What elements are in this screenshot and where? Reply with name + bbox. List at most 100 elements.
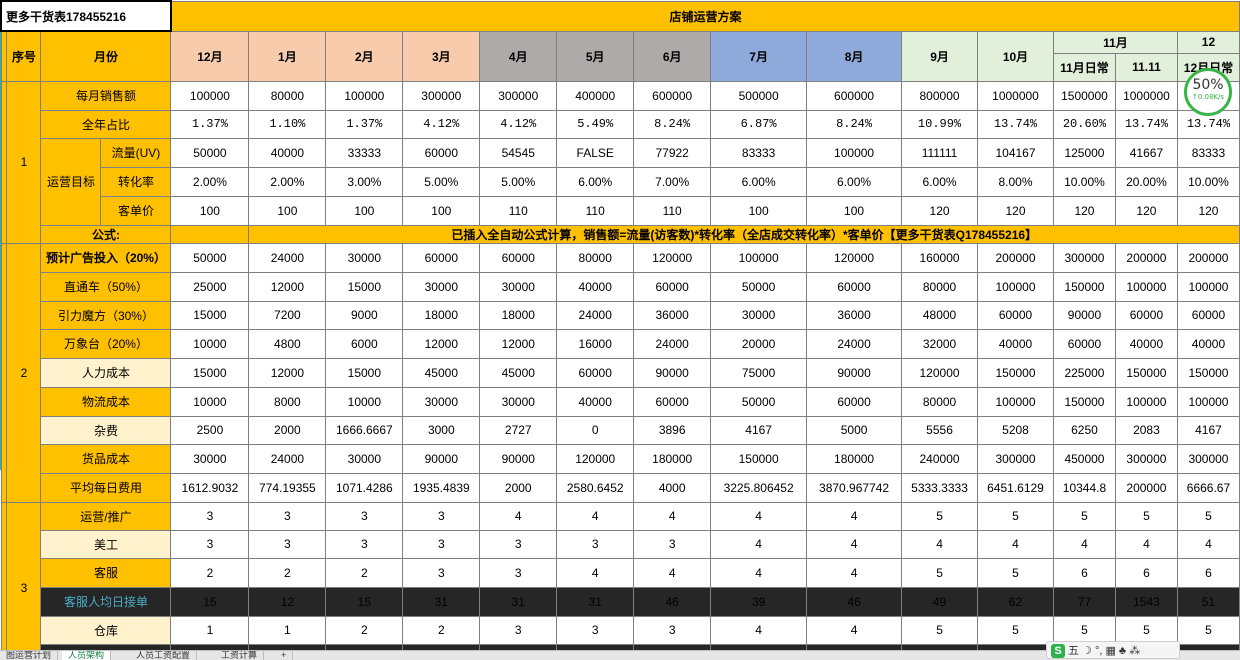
traffic-value[interactable]: 111111 <box>901 137 979 168</box>
cs-value[interactable]: 4 <box>556 557 635 588</box>
cs_orders-value[interactable]: 46 <box>806 586 903 617</box>
op-value[interactable]: 3 <box>248 501 327 531</box>
ratio-value[interactable]: 13.74% <box>1114 109 1178 139</box>
ztc-value[interactable]: 100000 <box>1176 271 1240 302</box>
aov-value[interactable]: 100 <box>402 195 481 226</box>
sales-value[interactable]: 1500000 <box>1052 80 1116 111</box>
warehouse-value[interactable]: 2 <box>402 615 481 645</box>
warehouse-value[interactable]: 1 <box>170 615 250 645</box>
ztc-value[interactable]: 60000 <box>633 271 712 302</box>
labor-value[interactable]: 45000 <box>402 357 481 388</box>
misc-value[interactable]: 4167 <box>710 415 808 445</box>
cs_orders-value[interactable]: 15 <box>325 586 404 617</box>
conversion-value[interactable]: 6.00% <box>556 166 635 197</box>
dec-group-header[interactable]: 12 <box>1176 30 1240 54</box>
ztc-value[interactable]: 30000 <box>402 271 481 302</box>
tab-org-structure[interactable]: 人员架构 <box>62 651 112 660</box>
wxt-value[interactable]: 4800 <box>248 328 327 359</box>
ylmf-value[interactable]: 24000 <box>556 300 635 330</box>
cs-value[interactable]: 6 <box>1176 557 1240 588</box>
ztc-value[interactable]: 30000 <box>479 271 558 302</box>
misc-label[interactable]: 杂费 <box>40 415 172 445</box>
wxt-value[interactable]: 24000 <box>806 328 903 359</box>
cs-value[interactable]: 4 <box>633 557 712 588</box>
ship_orders-value[interactable]: 46 <box>402 643 481 650</box>
cs-label[interactable]: 客服 <box>40 557 172 588</box>
ylmf-value[interactable]: 90000 <box>1052 300 1116 330</box>
ylmf-value[interactable]: 9000 <box>325 300 404 330</box>
ratio-value[interactable]: 13.74% <box>977 109 1054 139</box>
ratio-value[interactable]: 4.12% <box>479 109 558 139</box>
warehouse-value[interactable]: 5 <box>1114 615 1178 645</box>
warehouse-value[interactable]: 5 <box>977 615 1054 645</box>
op-value[interactable]: 4 <box>710 501 808 531</box>
labor-value[interactable]: 60000 <box>556 357 635 388</box>
wxt-value[interactable]: 40000 <box>1114 328 1178 359</box>
goods-value[interactable]: 450000 <box>1052 443 1116 474</box>
misc-value[interactable]: 6250 <box>1052 415 1116 445</box>
daily-label[interactable]: 平均每日费用 <box>40 472 172 503</box>
wxt-value[interactable]: 10000 <box>170 328 250 359</box>
cs_orders-value[interactable]: 31 <box>479 586 558 617</box>
cs-value[interactable]: 4 <box>710 557 808 588</box>
ylmf-value[interactable]: 30000 <box>710 300 808 330</box>
sales-value[interactable]: 400000 <box>556 80 635 111</box>
aov-value[interactable]: 120 <box>1114 195 1178 226</box>
sales-label[interactable]: 每月销售额 <box>40 80 172 111</box>
op-value[interactable]: 4 <box>556 501 635 531</box>
ad_budget-value[interactable]: 60000 <box>402 242 481 273</box>
ylmf-value[interactable]: 60000 <box>1114 300 1178 330</box>
daily-value[interactable]: 3225.806452 <box>710 472 808 503</box>
cs_orders-value[interactable]: 39 <box>710 586 808 617</box>
wxt-value[interactable]: 40000 <box>1176 328 1240 359</box>
warehouse-value[interactable]: 4 <box>806 615 903 645</box>
op-value[interactable]: 5 <box>1052 501 1116 531</box>
month-header-cell[interactable]: 5月 <box>556 30 635 82</box>
daily-value[interactable]: 2000 <box>479 472 558 503</box>
traffic-value[interactable]: 83333 <box>1176 137 1240 168</box>
aov-value[interactable]: 110 <box>556 195 635 226</box>
goods-value[interactable]: 30000 <box>325 443 404 474</box>
aov-value[interactable]: 120 <box>1176 195 1240 226</box>
ship_orders-value[interactable]: 41 <box>556 643 635 650</box>
conversion-value[interactable]: 2.00% <box>248 166 327 197</box>
cs-value[interactable]: 3 <box>402 557 481 588</box>
ship_orders-label[interactable]: 人均日发单量 <box>40 643 172 650</box>
nov-daily-header[interactable]: 11月日常 <box>1052 52 1116 82</box>
ylmf-value[interactable]: 18000 <box>479 300 558 330</box>
ylmf-value[interactable]: 18000 <box>402 300 481 330</box>
goods-value[interactable]: 240000 <box>901 443 979 474</box>
goods-value[interactable]: 120000 <box>556 443 635 474</box>
ylmf-value[interactable]: 48000 <box>901 300 979 330</box>
sales-value[interactable]: 300000 <box>402 80 481 111</box>
cs-value[interactable]: 2 <box>248 557 327 588</box>
logistics-value[interactable]: 50000 <box>710 386 808 417</box>
ad_budget-value[interactable]: 160000 <box>901 242 979 273</box>
aov-value[interactable]: 100 <box>710 195 808 226</box>
ad_budget-value[interactable]: 200000 <box>1114 242 1178 273</box>
labor-value[interactable]: 90000 <box>806 357 903 388</box>
ratio-value[interactable]: 8.24% <box>633 109 712 139</box>
misc-value[interactable]: 4167 <box>1176 415 1240 445</box>
formula-text[interactable]: 已插入全自动公式计算，销售额=流量(访客数)*转化率（全店成交转化率）*客单价【… <box>248 224 1240 244</box>
art-value[interactable]: 4 <box>901 529 979 559</box>
cs-value[interactable]: 2 <box>325 557 404 588</box>
goods-value[interactable]: 180000 <box>633 443 712 474</box>
ad_budget-value[interactable]: 200000 <box>1176 242 1240 273</box>
logistics-label[interactable]: 物流成本 <box>40 386 172 417</box>
traffic-value[interactable]: 33333 <box>325 137 404 168</box>
daily-value[interactable]: 6666.67 <box>1176 472 1240 503</box>
ztc-label[interactable]: 直通车（50%） <box>40 271 172 302</box>
wxt-value[interactable]: 20000 <box>710 328 808 359</box>
ylmf-value[interactable]: 36000 <box>806 300 903 330</box>
sheet-title[interactable]: 更多干货表178455216 <box>0 0 172 32</box>
double-eleven-header[interactable]: 11.11 <box>1114 52 1178 82</box>
aov-value[interactable]: 100 <box>170 195 250 226</box>
ztc-value[interactable]: 50000 <box>710 271 808 302</box>
labor-value[interactable]: 15000 <box>170 357 250 388</box>
misc-value[interactable]: 3896 <box>633 415 712 445</box>
wxt-label[interactable]: 万象台（20%） <box>40 328 172 359</box>
ad_budget-value[interactable]: 60000 <box>479 242 558 273</box>
misc-value[interactable]: 0 <box>556 415 635 445</box>
